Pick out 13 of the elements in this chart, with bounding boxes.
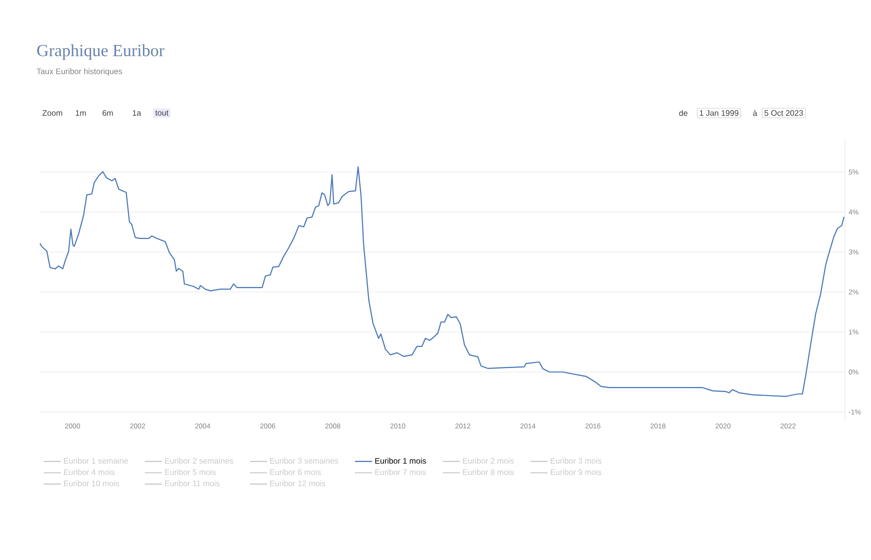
legend-label: Euribor 1 mois <box>375 458 426 464</box>
line-series <box>39 166 845 397</box>
chart-title: Graphique Euribor <box>37 44 164 60</box>
text: 5 Oct 2023 <box>764 110 803 116</box>
text: 1m <box>76 110 86 116</box>
chart-subtitle: Taux Euribor historiques <box>36 68 122 76</box>
text: à <box>753 110 758 116</box>
text: Zoom <box>42 110 62 116</box>
text: 6m <box>102 110 113 116</box>
text: 1a <box>132 110 142 116</box>
text: 1 Jan 1999 <box>700 110 738 116</box>
text: de <box>679 110 688 116</box>
text: tout <box>155 110 168 116</box>
